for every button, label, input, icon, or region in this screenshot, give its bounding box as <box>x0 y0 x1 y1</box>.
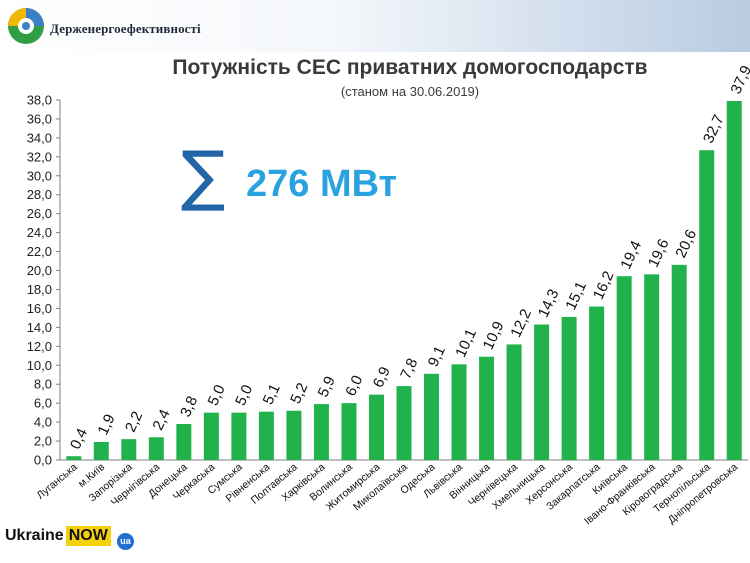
bar-value-label: 16,2 <box>590 269 618 303</box>
bar <box>616 276 632 460</box>
bar-value-label: 20,6 <box>672 227 700 261</box>
bar-value-label: 7,8 <box>397 356 421 382</box>
bar <box>176 424 192 460</box>
y-tick-label: 6,0 <box>34 396 52 411</box>
bar <box>726 100 742 461</box>
bar-value-label: 19,6 <box>645 236 673 270</box>
bar-value-label: 37,9 <box>727 63 750 97</box>
bar <box>699 150 715 461</box>
total-capacity: 276 МВт <box>246 163 398 205</box>
chart-title: Потужність СЕС приватних домогосподарств <box>172 56 648 79</box>
bar-value-label: 10,9 <box>480 319 508 353</box>
bar-value-label: 10,1 <box>452 326 480 360</box>
org-logo-icon <box>8 8 44 44</box>
bar <box>451 364 467 460</box>
bar-value-label: 5,0 <box>232 382 256 408</box>
bar-value-label: 2,4 <box>150 407 174 433</box>
y-tick-label: 16,0 <box>27 301 52 316</box>
bar <box>534 324 550 460</box>
y-tick-label: 14,0 <box>27 320 52 335</box>
bar <box>506 344 522 460</box>
y-tick-label: 4,0 <box>34 415 52 430</box>
y-tick-label: 30,0 <box>27 168 52 183</box>
bar-value-label: 14,3 <box>535 287 563 321</box>
bar <box>589 306 605 460</box>
bar <box>368 394 384 460</box>
y-tick-label: 0,0 <box>34 453 52 468</box>
bar <box>341 403 357 460</box>
y-tick-label: 12,0 <box>27 339 52 354</box>
y-tick-label: 24,0 <box>27 225 52 240</box>
bar <box>66 456 82 460</box>
bar-value-label: 15,1 <box>562 279 590 313</box>
bar <box>313 404 329 460</box>
logo-now-text: NOW <box>65 526 111 546</box>
bar-value-label: 5,1 <box>260 381 284 407</box>
bar-value-label: 5,0 <box>205 382 229 408</box>
y-tick-label: 38,0 <box>27 93 52 108</box>
logo-ukraine-text: Ukraine <box>5 527 64 544</box>
bar <box>424 373 440 460</box>
bar-value-label: 1,9 <box>94 412 118 438</box>
bar <box>561 316 577 460</box>
bar-value-label: 2,2 <box>122 409 146 435</box>
bar <box>286 410 302 460</box>
y-tick-label: 20,0 <box>27 263 52 278</box>
org-name: Держенергоефективності <box>50 21 201 36</box>
y-tick-label: 2,0 <box>34 434 52 449</box>
bar-value-label: 9,1 <box>425 343 449 369</box>
bar-value-label: 19,4 <box>617 238 645 272</box>
header-band <box>0 0 750 52</box>
y-tick-label: 22,0 <box>27 244 52 259</box>
y-tick-label: 10,0 <box>27 358 52 373</box>
bar-value-label: 5,9 <box>315 374 339 400</box>
bar <box>121 439 137 460</box>
bar-value-label: 6,9 <box>370 364 394 390</box>
bar-value-label: 3,8 <box>177 394 201 420</box>
y-tick-label: 34,0 <box>27 130 52 145</box>
sigma-icon: ∑ <box>181 137 226 214</box>
bar <box>644 274 660 460</box>
y-tick-label: 18,0 <box>27 282 52 297</box>
bar-value-label: 0,4 <box>67 426 91 452</box>
bar <box>203 412 219 460</box>
bar-value-label: 32,7 <box>700 112 728 146</box>
bar <box>396 386 412 460</box>
bar <box>258 411 274 460</box>
y-tick-label: 26,0 <box>27 206 52 221</box>
y-tick-label: 32,0 <box>27 149 52 164</box>
bar <box>671 264 687 460</box>
bar-value-label: 12,2 <box>507 306 535 340</box>
bar <box>93 442 109 460</box>
bar <box>231 412 247 460</box>
bar <box>148 437 164 460</box>
ukraine-now-logo: Ukraine NOW <box>5 526 111 546</box>
bar-value-label: 6,0 <box>342 373 366 399</box>
y-tick-label: 8,0 <box>34 377 52 392</box>
y-tick-label: 28,0 <box>27 187 52 202</box>
chart-subtitle: (станом на 30.06.2019) <box>340 84 480 99</box>
y-tick-label: 36,0 <box>27 111 52 126</box>
bar-value-label: 5,2 <box>287 380 311 406</box>
bar <box>479 356 495 460</box>
logo-ua-badge: ua <box>117 533 134 550</box>
